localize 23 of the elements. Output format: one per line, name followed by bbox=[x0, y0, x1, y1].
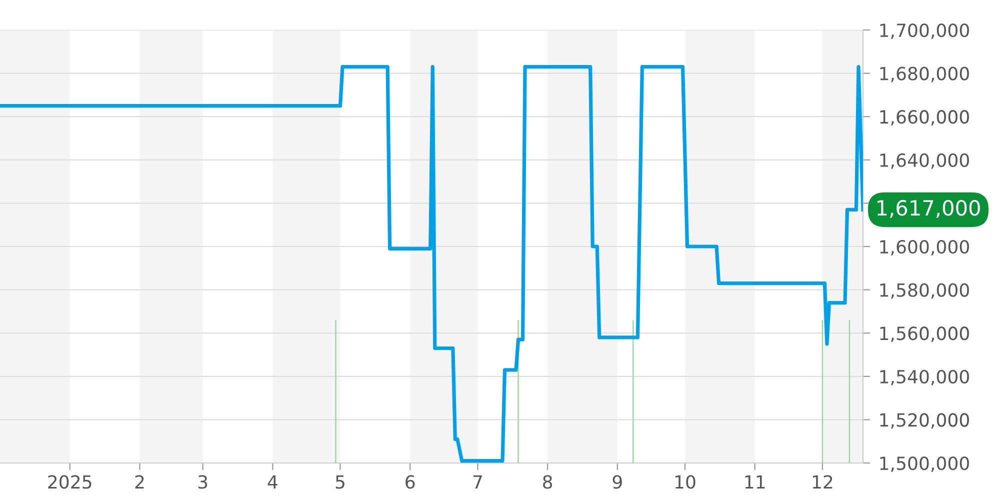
x-tick-label: 8 bbox=[543, 475, 552, 489]
x-tick-label: 4 bbox=[268, 475, 278, 489]
y-tick-label: 1,500,000 bbox=[880, 456, 969, 472]
y-tick-label: 1,700,000 bbox=[880, 23, 969, 39]
y-tick-label: 1,600,000 bbox=[880, 240, 969, 256]
y-tick-label: 1,560,000 bbox=[880, 326, 969, 342]
annotation: 1,617,000 bbox=[878, 200, 980, 218]
x-tick-label: 7 bbox=[473, 475, 482, 489]
y-tick-label: 1,580,000 bbox=[880, 283, 969, 299]
x-tick-label: 2 bbox=[135, 475, 144, 489]
x-tick-label: 10 bbox=[675, 475, 696, 489]
x-tick-label: 6 bbox=[406, 475, 415, 489]
y-tick-label: 1,640,000 bbox=[880, 153, 969, 169]
x-tick-label: 2025 bbox=[48, 475, 92, 489]
x-tick-label: 11 bbox=[745, 475, 765, 489]
y-tick-label: 1,680,000 bbox=[880, 66, 969, 82]
x-tick-label: 12 bbox=[812, 475, 832, 489]
x-tick-label: 3 bbox=[198, 475, 208, 489]
y-tick-label: 1,520,000 bbox=[880, 413, 969, 429]
x-tick-label: 9 bbox=[612, 475, 622, 489]
y-tick-label: 1,660,000 bbox=[880, 110, 969, 126]
y-tick-label: 1,540,000 bbox=[880, 370, 969, 386]
x-tick-label: 5 bbox=[336, 475, 344, 489]
